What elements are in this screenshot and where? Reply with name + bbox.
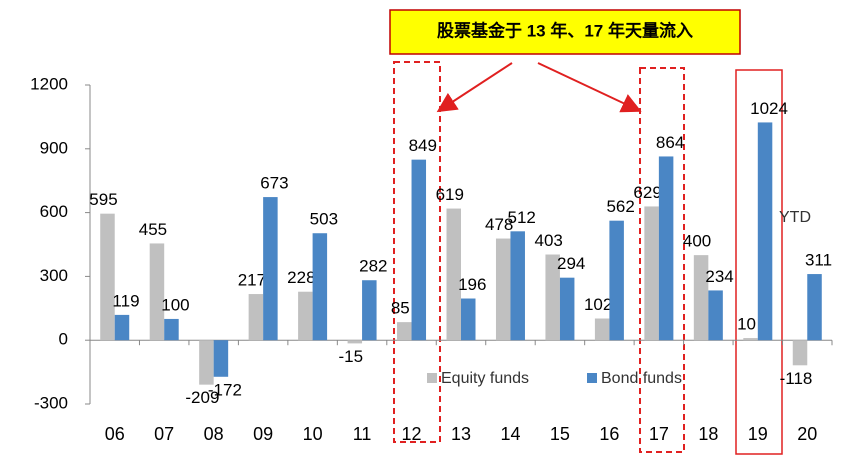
value-label: -172: [208, 380, 242, 399]
bar: [594, 318, 610, 341]
x-tick-label: 09: [253, 424, 273, 444]
bar: [510, 231, 525, 341]
x-tick-label: 12: [402, 424, 422, 444]
bar: [149, 243, 165, 341]
bar: [100, 213, 115, 341]
x-tick-label: 20: [797, 424, 817, 444]
bar: [693, 255, 709, 341]
x-tick-label: 14: [500, 424, 520, 444]
value-label: 455: [139, 220, 167, 239]
value-label: 400: [683, 232, 711, 251]
value-label: 294: [557, 254, 585, 273]
y-tick-label: 1200: [30, 74, 68, 93]
bar: [248, 294, 264, 341]
x-tick-label: 19: [748, 424, 768, 444]
value-label: -209: [185, 388, 219, 407]
bar: [743, 338, 758, 341]
legend-swatch: [587, 373, 597, 383]
arrow: [537, 62, 642, 113]
value-label: 85: [391, 299, 410, 318]
value-label: 1024: [750, 99, 788, 118]
bar: [609, 220, 624, 341]
value-label: 503: [310, 210, 338, 229]
value-label: 849: [409, 136, 437, 155]
bar: [792, 340, 808, 366]
x-tick-label: 11: [353, 424, 372, 444]
value-label: 311: [805, 251, 832, 270]
x-tick-label: 15: [550, 424, 570, 444]
x-tick-label: 10: [303, 424, 323, 444]
value-label: 629: [633, 183, 661, 202]
bar: [298, 291, 313, 341]
bar: [411, 159, 427, 341]
x-tick-label: 18: [698, 424, 718, 444]
x-tick-label: 13: [451, 424, 471, 444]
bar: [807, 274, 822, 341]
value-label: 619: [436, 185, 464, 204]
x-tick-label: 07: [154, 424, 174, 444]
highlight-box: [735, 69, 783, 455]
highlight-box: [393, 61, 441, 443]
value-label: 10: [737, 315, 756, 334]
bar: [199, 340, 214, 385]
value-label: 102: [584, 295, 612, 314]
y-tick-label: 300: [40, 266, 68, 285]
bar: [312, 233, 328, 341]
x-tick-label: 08: [204, 424, 224, 444]
value-label: -15: [339, 347, 364, 366]
value-label: 234: [705, 267, 733, 286]
value-label: 282: [359, 257, 387, 276]
arrow: [436, 62, 513, 113]
value-label: 478: [485, 215, 513, 234]
bar: [446, 208, 461, 341]
legend-label: Equity funds: [441, 370, 529, 387]
value-label: -118: [780, 369, 813, 388]
value-label: 100: [161, 295, 189, 314]
bar: [545, 254, 560, 341]
x-tick-label: 16: [599, 424, 619, 444]
callout-text: 股票基金于 13 年、17 年天量流入: [437, 20, 693, 40]
bar: [495, 238, 511, 341]
value-label: 512: [508, 208, 536, 227]
bar: [263, 197, 278, 341]
legend-label: Bond funds: [601, 370, 682, 387]
y-tick-label: 0: [59, 330, 68, 349]
bar: [213, 340, 229, 377]
bar: [708, 290, 723, 341]
value-label: 196: [458, 275, 486, 294]
bar: [644, 206, 659, 341]
value-label: 228: [287, 268, 315, 287]
bar: [397, 322, 412, 341]
callout-box: [389, 9, 741, 55]
value-label: 119: [112, 291, 139, 310]
bar: [164, 318, 179, 341]
y-tick-label: 600: [40, 202, 68, 221]
value-label: 673: [260, 174, 288, 193]
bar: [559, 277, 575, 341]
bar: [461, 298, 476, 341]
value-label: 595: [89, 190, 117, 209]
value-label: 217: [238, 271, 266, 290]
bar: [347, 340, 363, 344]
bar: [757, 122, 773, 341]
bar: [114, 314, 130, 341]
ytd-note: YTD: [779, 209, 811, 226]
y-tick-label: -300: [34, 393, 68, 412]
bar: [362, 280, 377, 341]
y-tick-label: 900: [40, 138, 68, 157]
x-tick-label: 06: [105, 424, 125, 444]
value-label: 403: [534, 231, 562, 250]
value-label: 562: [606, 197, 634, 216]
x-tick-label: 17: [649, 424, 669, 444]
highlight-box: [639, 67, 685, 453]
value-label: 864: [656, 133, 684, 152]
legend-swatch: [427, 373, 437, 383]
bar: [658, 156, 674, 341]
